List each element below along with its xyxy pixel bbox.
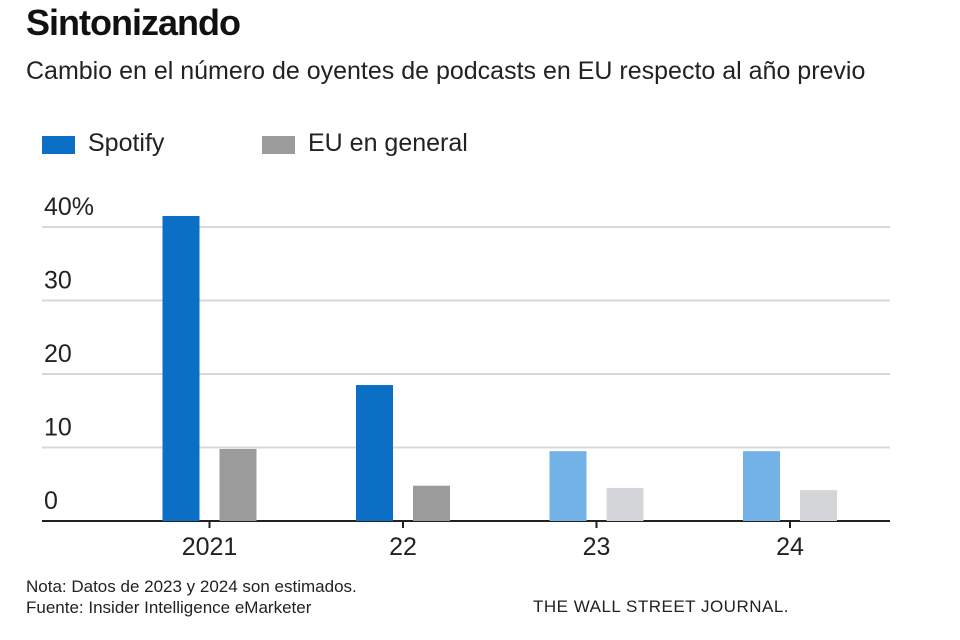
footnote: Nota: Datos de 2023 y 2024 son estimados… [26, 577, 357, 596]
x-tick-label: 23 [583, 533, 611, 561]
bar-eu-24 [800, 490, 837, 521]
x-tick-label: 24 [776, 533, 804, 561]
legend-swatch-eu [262, 136, 295, 154]
legend-label-spotify: Spotify [88, 129, 165, 157]
chart-title: Sintonizando [26, 2, 241, 43]
bar-chart: 0 10 20 30 40% 2021 22 23 24 [42, 193, 890, 561]
y-tick-label: 10 [44, 414, 72, 442]
bar-spotify-2021 [162, 215, 200, 521]
legend-label-eu: EU en general [308, 129, 468, 157]
legend-swatch-spotify [42, 136, 75, 154]
source-note: Fuente: Insider Intelligence eMarketer [26, 598, 312, 617]
x-tick-label: 2021 [182, 533, 238, 561]
bar-eu-22 [413, 485, 450, 521]
y-tick-label: 40% [44, 193, 94, 221]
y-tick-label: 30 [44, 267, 72, 295]
bar-spotify-24 [743, 451, 780, 521]
chart-subtitle: Cambio en el número de oyentes de podcas… [26, 57, 866, 85]
bar-eu-2021 [219, 448, 257, 521]
x-tick-label: 22 [389, 533, 417, 561]
y-tick-label: 0 [44, 487, 58, 515]
bar-spotify-22 [356, 385, 393, 521]
publisher-credit: THE WALL STREET JOURNAL. [533, 597, 790, 616]
y-tick-label: 20 [44, 340, 72, 368]
bar-eu-23 [606, 487, 644, 521]
bar-spotify-23 [549, 451, 587, 521]
